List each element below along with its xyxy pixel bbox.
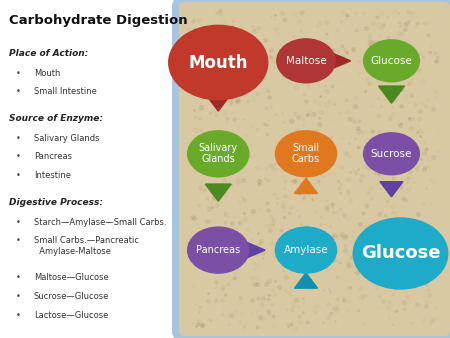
Text: Sucrose: Sucrose — [371, 149, 412, 159]
Text: Glucose: Glucose — [361, 244, 440, 263]
Text: Sucrose—Glucose: Sucrose—Glucose — [34, 292, 109, 301]
Circle shape — [275, 227, 337, 273]
Circle shape — [188, 227, 249, 273]
Text: Mouth: Mouth — [34, 69, 60, 78]
Polygon shape — [205, 184, 231, 201]
Polygon shape — [332, 53, 351, 69]
Text: •: • — [16, 236, 21, 245]
Circle shape — [188, 131, 249, 177]
Text: •: • — [16, 171, 21, 180]
Text: Mouth: Mouth — [189, 53, 248, 72]
Text: •: • — [16, 292, 21, 301]
Circle shape — [353, 218, 448, 289]
Polygon shape — [295, 178, 318, 193]
Circle shape — [169, 25, 268, 100]
Text: Salivary
Glands: Salivary Glands — [199, 143, 238, 164]
FancyBboxPatch shape — [176, 0, 450, 338]
Circle shape — [277, 39, 335, 83]
Text: Pancreas: Pancreas — [196, 245, 240, 255]
Text: Digestive Process:: Digestive Process: — [9, 198, 103, 207]
Text: •: • — [16, 311, 21, 320]
Circle shape — [364, 133, 419, 175]
Text: Glucose: Glucose — [371, 56, 412, 66]
Polygon shape — [380, 182, 403, 197]
Text: Source of Enzyme:: Source of Enzyme: — [9, 114, 103, 123]
Text: Maltose—Glucose: Maltose—Glucose — [34, 273, 108, 283]
Text: Small
Carbs: Small Carbs — [292, 143, 320, 164]
Text: •: • — [16, 218, 21, 227]
Polygon shape — [378, 86, 405, 103]
Circle shape — [364, 40, 419, 82]
Text: Pancreas: Pancreas — [34, 152, 72, 162]
Polygon shape — [295, 273, 318, 288]
Text: Small Intestine: Small Intestine — [34, 87, 97, 96]
Text: Maltose: Maltose — [286, 56, 326, 66]
Text: •: • — [16, 273, 21, 283]
Text: Place of Action:: Place of Action: — [9, 49, 88, 58]
Text: Lactose—Glucose: Lactose—Glucose — [34, 311, 108, 320]
Text: •: • — [16, 87, 21, 96]
Circle shape — [275, 131, 337, 177]
Polygon shape — [246, 242, 265, 258]
Polygon shape — [204, 92, 233, 111]
Text: Intestine: Intestine — [34, 171, 71, 180]
Text: Starch—Amylase—Small Carbs.: Starch—Amylase—Small Carbs. — [34, 218, 166, 227]
Text: •: • — [16, 134, 21, 143]
Text: •: • — [16, 69, 21, 78]
Text: Carbohydrate Digestion: Carbohydrate Digestion — [9, 14, 188, 26]
Text: Small Carbs.—Pancreatic
  Amylase-Maltose: Small Carbs.—Pancreatic Amylase-Maltose — [34, 236, 139, 256]
Text: •: • — [16, 152, 21, 162]
Text: Amylase: Amylase — [284, 245, 328, 255]
Text: Salivary Glands: Salivary Glands — [34, 134, 99, 143]
